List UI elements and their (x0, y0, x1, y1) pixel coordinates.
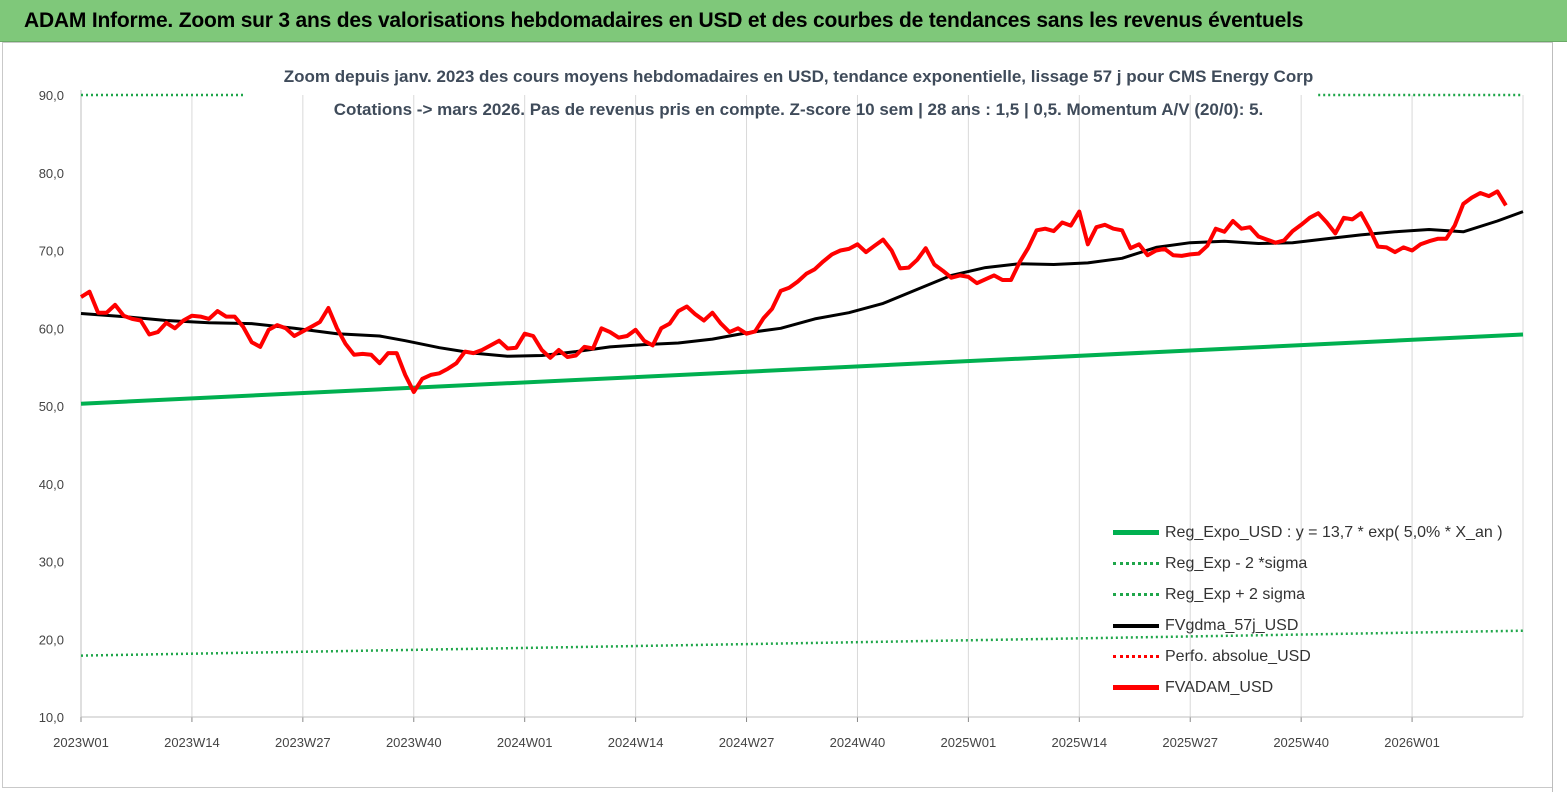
page-title: ADAM Informe. Zoom sur 3 ans des valoris… (24, 9, 1304, 32)
y-tick-label: 90,0 (39, 88, 64, 103)
series-fvadam-usd (79, 189, 1508, 394)
legend-swatch (1113, 562, 1159, 565)
y-tick-label: 20,0 (39, 632, 64, 647)
legend-item: Reg_Expo_USD : y = 13,7 * exp( 5,0% * X_… (1113, 517, 1503, 548)
legend-swatch (1113, 593, 1159, 596)
legend-item: Reg_Exp + 2 sigma (1113, 579, 1503, 610)
series-reg-expo-usd-y-13-7-exp-5-0-x-an (80, 332, 1524, 406)
x-tick-label: 2025W40 (1273, 735, 1329, 750)
legend-item: FVADAM_USD (1113, 672, 1503, 703)
x-tick-label: 2025W14 (1051, 735, 1107, 750)
x-tick-label: 2025W01 (941, 735, 997, 750)
y-tick-label: 40,0 (39, 477, 64, 492)
legend-swatch (1113, 685, 1159, 690)
x-tick-label: 2024W14 (608, 735, 664, 750)
legend-swatch (1113, 655, 1159, 658)
header-bar: ADAM Informe. Zoom sur 3 ans des valoris… (0, 0, 1567, 42)
legend-label: Reg_Exp - 2 *sigma (1165, 554, 1308, 572)
y-tick-label: 10,0 (39, 710, 64, 725)
chart-subtitle: Cotations -> mars 2026. Pas de revenus p… (333, 100, 1264, 119)
chart-legend: Reg_Expo_USD : y = 13,7 * exp( 5,0% * X_… (1113, 517, 1503, 703)
legend-label: Perfo. absolue_USD (1165, 647, 1311, 665)
x-tick-label: 2023W40 (386, 735, 442, 750)
x-tick-label: 2023W14 (164, 735, 220, 750)
chart-title: Zoom depuis janv. 2023 des cours moyens … (283, 67, 1314, 86)
legend-item: Reg_Exp - 2 *sigma (1113, 548, 1503, 579)
y-tick-label: 30,0 (39, 555, 64, 570)
x-tick-label: 2024W40 (830, 735, 886, 750)
legend-item: Perfo. absolue_USD (1113, 641, 1503, 672)
y-tick-label: 80,0 (39, 166, 64, 181)
legend-item: FVgdma_57j_USD (1113, 610, 1503, 641)
legend-label: FVgdma_57j_USD (1165, 616, 1299, 634)
legend-label: Reg_Expo_USD : y = 13,7 * exp( 5,0% * X_… (1165, 523, 1503, 541)
y-tick-label: 70,0 (39, 244, 64, 259)
legend-label: FVADAM_USD (1165, 678, 1274, 696)
x-tick-label: 2023W27 (275, 735, 331, 750)
legend-label: Reg_Exp + 2 sigma (1165, 585, 1306, 603)
x-tick-label: 2026W01 (1384, 735, 1440, 750)
y-tick-label: 60,0 (39, 321, 64, 336)
x-tick-label: 2024W01 (497, 735, 553, 750)
x-tick-label: 2025W27 (1162, 735, 1218, 750)
scrollbar-edge (1552, 42, 1567, 792)
legend-swatch (1113, 530, 1159, 535)
series-fvgdma-57j-usd (80, 210, 1524, 358)
x-tick-label: 2023W01 (53, 735, 109, 750)
legend-swatch (1113, 623, 1159, 628)
x-tick-label: 2024W27 (719, 735, 775, 750)
y-tick-label: 50,0 (39, 399, 64, 414)
series-reg-exp-2-sigma (80, 629, 1524, 657)
